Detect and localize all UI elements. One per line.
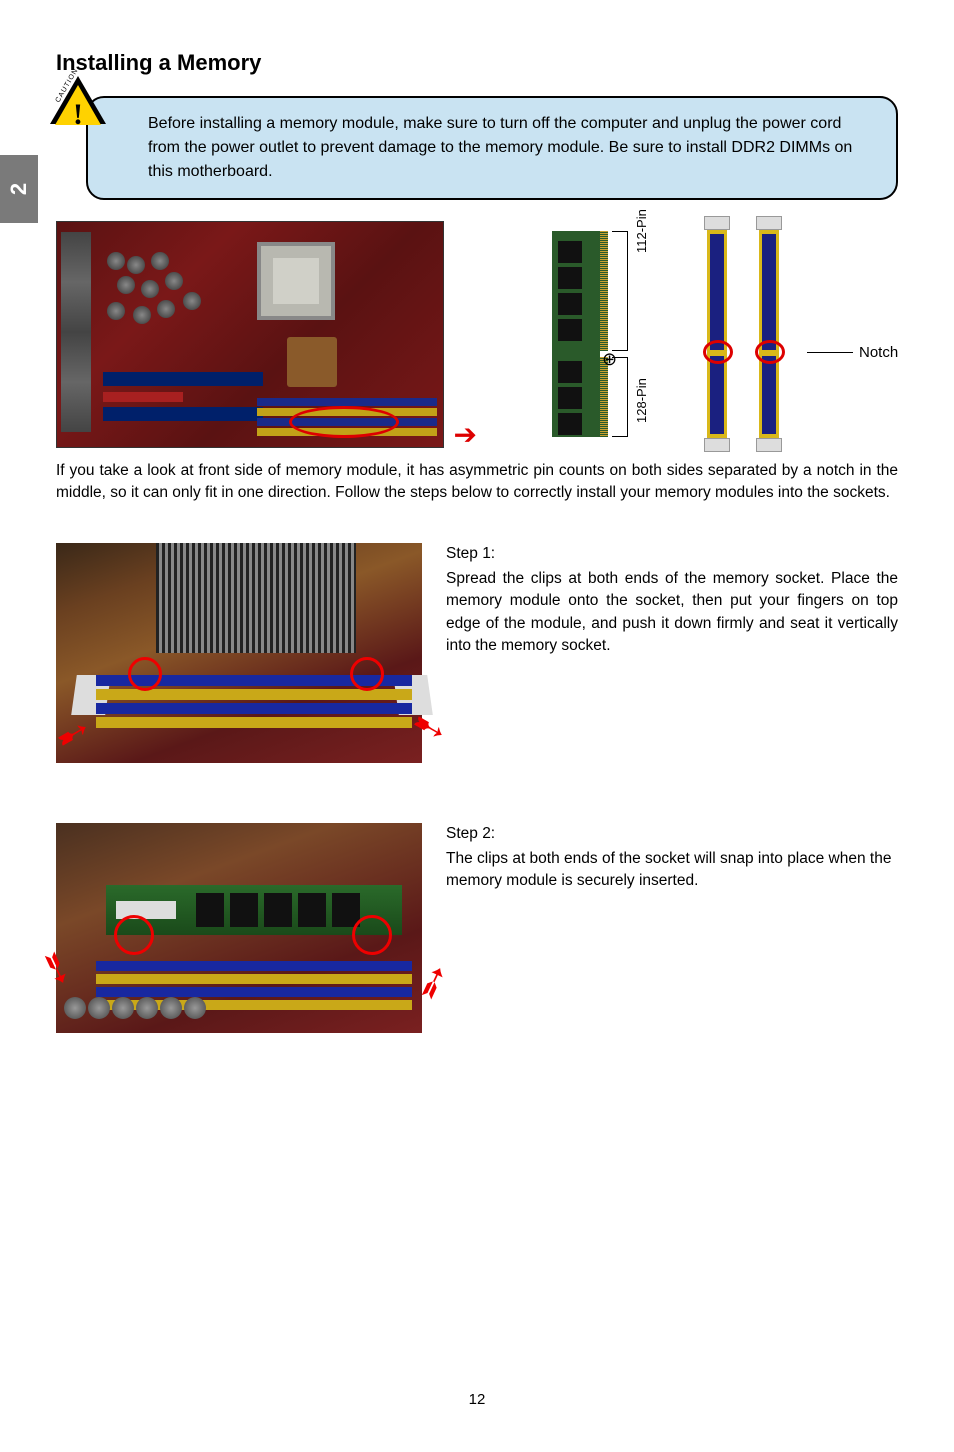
step-1-body: Spread the clips at both ends of the mem… [446,568,898,658]
mobo-io-panel [61,232,91,432]
mobo-chipset [287,337,337,387]
notch-circle-2 [755,340,785,364]
ram-module-diagram: ⊕ 112-Pin 128-Pin [552,223,667,445]
page-title: Installing a Memory [56,50,898,76]
step-1-title: Step 1: [446,543,898,565]
body-paragraph: If you take a look at front side of memo… [56,460,898,503]
notch-label: Notch [859,344,898,361]
step-2-row: ➴ ➴ Step 2: The clips at both ends of th… [56,823,898,1033]
step2-circle-right [352,915,392,955]
page-number: 12 [0,1391,954,1408]
step-2-body: The clips at both ends of the socket wil… [446,848,898,893]
caution-exclamation: ! [73,98,83,132]
label-112pin: 112-Pin [634,209,649,253]
mobo-capacitors [107,252,227,352]
mobo-pcie-slot-short [103,392,183,402]
mobo-dimm-highlight-circle [289,406,399,438]
mobo-arrow-right: ➔ [454,418,477,451]
step2-circle-left [114,915,154,955]
ram-pcb [552,231,600,437]
step-1-image: ➸ ➸ [56,543,422,763]
mobo-pcie-slot [103,372,263,386]
figure-row-top: ➔ ⊕ 112-Pin 128-Pin [56,218,898,450]
caution-block: ! CAUTION Before installing a memory mod… [86,96,898,200]
step1-heatsink [156,543,356,653]
step-2-text: Step 2: The clips at both ends of the so… [446,823,898,892]
step-2-image: ➴ ➴ [56,823,422,1033]
label-128pin: 128-Pin [634,378,649,423]
mobo-pcie-slot-2 [103,407,263,421]
ram-pins [600,231,608,437]
dimm-slot-2 [759,222,779,446]
step-2-title: Step 2: [446,823,898,845]
motherboard-image: ➔ [56,221,444,448]
caution-text: Before installing a memory module, make … [86,96,898,200]
bracket-112 [612,231,628,351]
notch-circle-1 [703,340,733,364]
step-1-row: ➸ ➸ Step 1: Spread the clips at both end… [56,543,898,763]
mobo-cpu-socket [257,242,335,320]
step-1-text: Step 1: Spread the clips at both ends of… [446,543,898,657]
step2-capacitors [64,997,224,1027]
notch-leader-line [807,352,853,353]
page-content: Installing a Memory ! CAUTION Before ins… [0,0,954,1033]
dimm-slot-1 [707,222,727,446]
bracket-128 [612,357,628,437]
dimm-slots-diagram: Notch [697,218,847,450]
